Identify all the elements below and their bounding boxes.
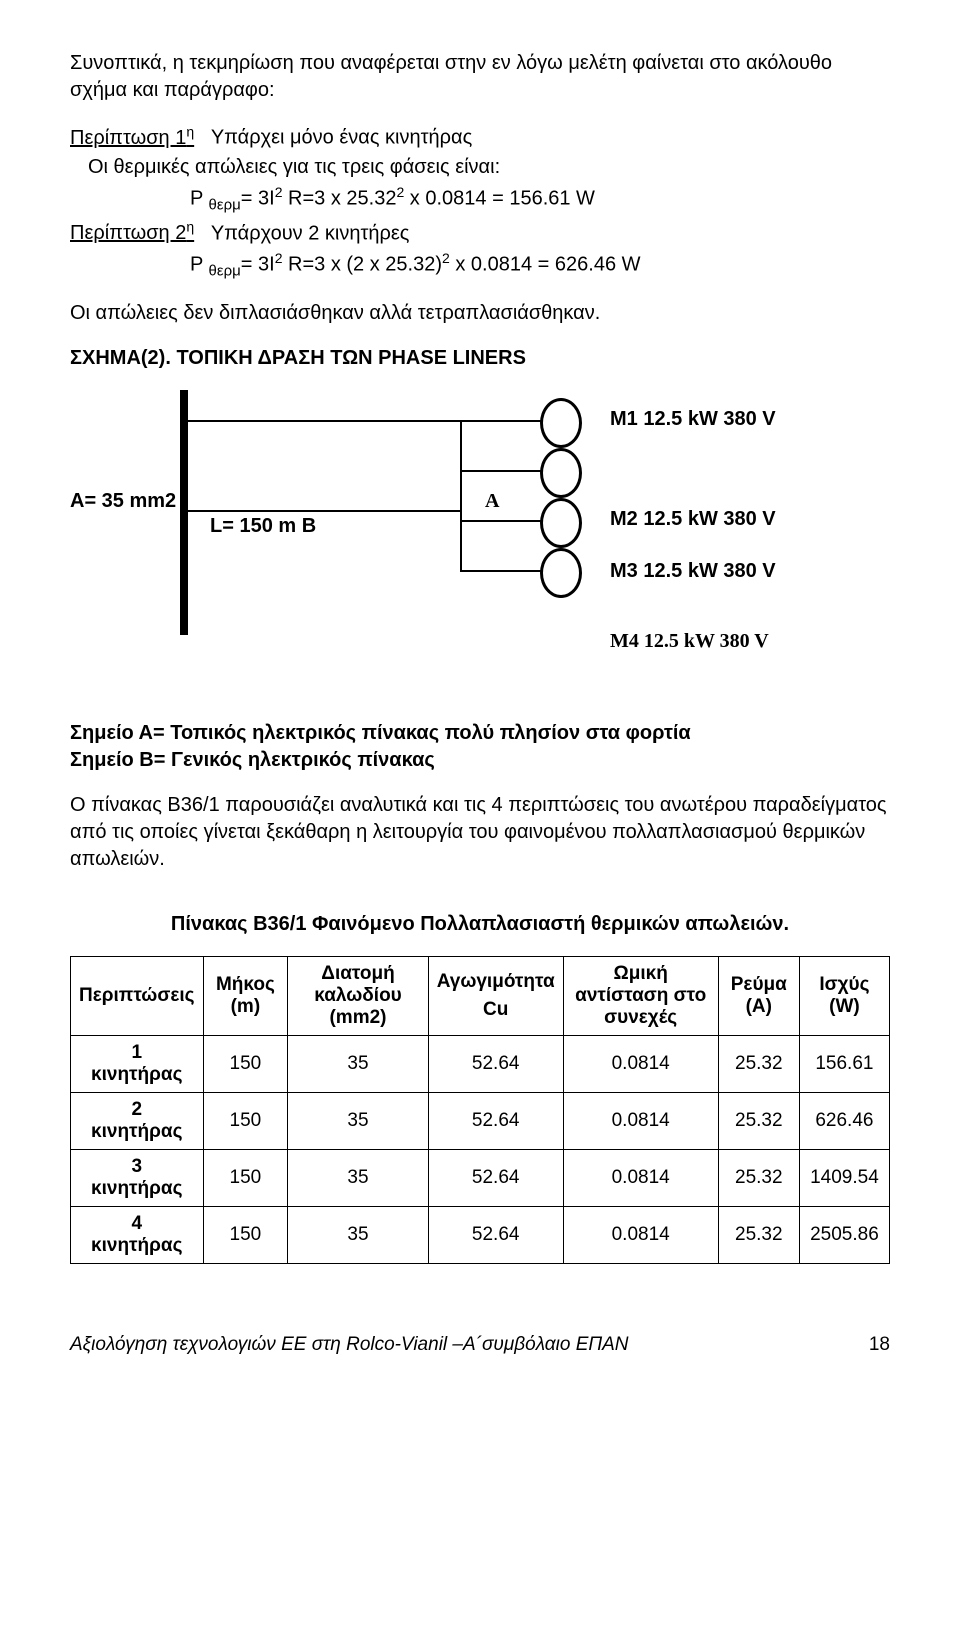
case2-head: Περίπτωση 2η <box>70 222 194 244</box>
page-number: 18 <box>869 1334 890 1356</box>
motor-oval-1 <box>540 398 582 448</box>
th-power: Ισχύς (W) <box>799 957 889 1036</box>
table-row: 4κινητήρας 150 35 52.64 0.0814 25.32 250… <box>71 1207 890 1264</box>
motor-oval-3 <box>540 498 582 548</box>
case1-tail: Υπάρχει μόνο ένας κινητήρας <box>211 127 472 149</box>
losses-text: Οι απώλειες δεν διπλασιάσθηκαν αλλά τετρ… <box>70 300 890 327</box>
point-a: Σημείο Α= Τοπικός ηλεκτρικός πίνακας πολ… <box>70 720 890 747</box>
diagram-a-label: A <box>485 490 499 513</box>
case2-formula: P θερμ= 3I2 R=3 x (2 x 25.32)2 x 0.0814 … <box>190 249 890 282</box>
table-row: 1κινητήρας 150 35 52.64 0.0814 25.32 156… <box>71 1036 890 1093</box>
diagram-l-eq: L= 150 m B <box>210 515 316 538</box>
point-b: Σημείο Β= Γενικός ηλεκτρικός πίνακας <box>70 747 890 774</box>
diagram: A= 35 mm2 L= 150 m B A M1 12.5 kW 380 V … <box>70 390 890 710</box>
table-title: Πίνακας Β36/1 Φαινόμενο Πολλαπλασιαστή θ… <box>70 911 890 938</box>
diagram-m2: M2 12.5 kW 380 V <box>610 508 776 531</box>
explain-paragraph: Ο πίνακας Β36/1 παρουσιάζει αναλυτικά κα… <box>70 792 890 873</box>
table-row: 2κινητήρας 150 35 52.64 0.0814 25.32 626… <box>71 1093 890 1150</box>
th-conductivity: Αγωγιμότητα Cu <box>428 957 563 1036</box>
data-table: Περιπτώσεις Μήκος (m) Διατομή καλωδίου (… <box>70 956 890 1264</box>
th-cases: Περιπτώσεις <box>71 957 204 1036</box>
table-row: 3κινητήρας 150 35 52.64 0.0814 25.32 140… <box>71 1150 890 1207</box>
th-resistance: Ωμική αντίσταση στο συνεχές <box>563 957 718 1036</box>
diagram-m4: M4 12.5 kW 380 V <box>610 630 769 653</box>
footer: Αξιολόγηση τεχνολογιών ΕΕ στη Rolco-Vian… <box>70 1334 890 1356</box>
case1-line2: Οι θερμικές απώλειες για τις τρεις φάσει… <box>88 154 890 181</box>
motor-oval-2 <box>540 448 582 498</box>
th-section: Διατομή καλωδίου (mm2) <box>288 957 428 1036</box>
intro-paragraph: Συνοπτικά, η τεκμηρίωση που αναφέρεται σ… <box>70 50 890 104</box>
diagram-a-eq: A= 35 mm2 <box>70 490 176 513</box>
th-current: Ρεύμα (A) <box>718 957 799 1036</box>
diagram-m3: M3 12.5 kW 380 V <box>610 560 776 583</box>
case1-head: Περίπτωση 1η <box>70 127 194 149</box>
case2-tail: Υπάρχουν 2 κινητήρες <box>211 222 410 244</box>
case1-formula: P θερμ= 3I2 R=3 x 25.322 x 0.0814 = 156.… <box>190 183 890 216</box>
motor-oval-4 <box>540 548 582 598</box>
th-length: Μήκος (m) <box>203 957 288 1036</box>
schema-title: ΣΧΗΜΑ(2). ΤΟΠΙΚΗ ΔΡΑΣΗ ΤΩΝ PHASE LINERS <box>70 345 590 372</box>
diagram-m1: M1 12.5 kW 380 V <box>610 408 776 431</box>
footer-left: Αξιολόγηση τεχνολογιών ΕΕ στη Rolco-Vian… <box>70 1334 629 1356</box>
